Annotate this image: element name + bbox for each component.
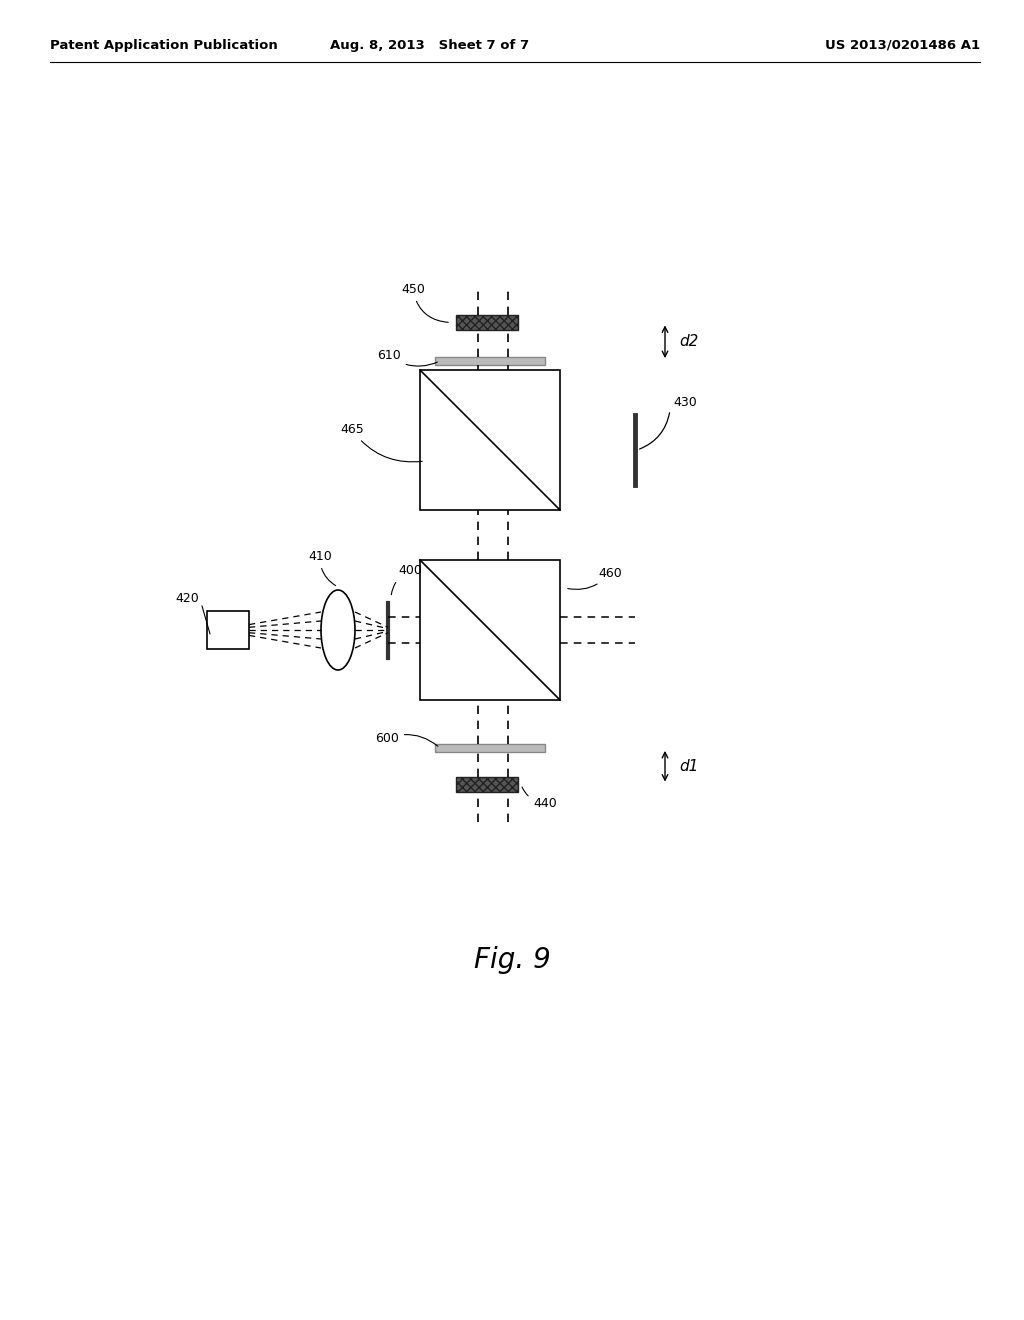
Text: 400: 400: [391, 565, 422, 595]
Text: 460: 460: [567, 566, 622, 590]
Text: 450: 450: [401, 282, 449, 322]
Bar: [435, 744, 545, 752]
Bar: [207, 611, 249, 649]
Text: 610: 610: [377, 348, 437, 366]
Text: 465: 465: [340, 422, 422, 462]
Bar: [456, 777, 518, 792]
Text: 430: 430: [673, 396, 696, 408]
Bar: [420, 560, 560, 700]
Bar: [435, 356, 545, 366]
Text: Patent Application Publication: Patent Application Publication: [50, 38, 278, 51]
Text: d2: d2: [679, 334, 698, 350]
Text: Aug. 8, 2013   Sheet 7 of 7: Aug. 8, 2013 Sheet 7 of 7: [331, 38, 529, 51]
Text: d1: d1: [679, 759, 698, 774]
Text: 440: 440: [522, 787, 557, 810]
Text: US 2013/0201486 A1: US 2013/0201486 A1: [825, 38, 980, 51]
Text: 410: 410: [308, 550, 336, 586]
Text: Fig. 9: Fig. 9: [474, 946, 550, 974]
Text: 420: 420: [175, 593, 199, 606]
Bar: [420, 370, 560, 510]
Bar: [456, 315, 518, 330]
Text: 600: 600: [375, 733, 438, 746]
